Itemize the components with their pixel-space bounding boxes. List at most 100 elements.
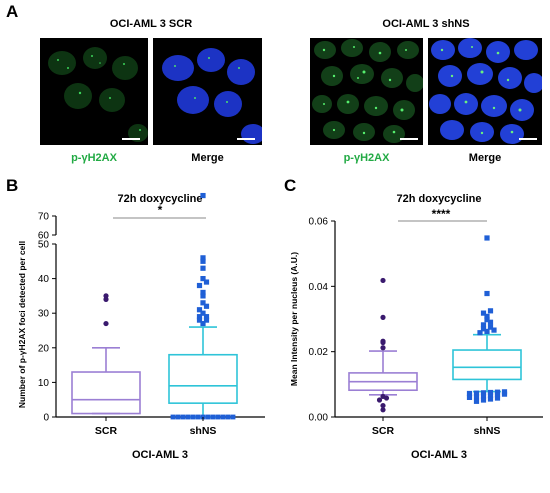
micrograph-group-title-scr: OCI-AML 3 SCR	[109, 18, 193, 30]
chart-c-shns-outlier	[487, 324, 494, 330]
chart-b-xtick-label: shNS	[190, 425, 217, 437]
chart-b-shns-outlier	[200, 276, 206, 282]
chart-b-scr-outlier	[103, 296, 109, 302]
chart-c-scr-outlier	[383, 395, 390, 401]
chart-b-shns-zero-point	[230, 414, 236, 420]
chart-c-scr-outlier	[380, 314, 386, 320]
chart-b-title: 72h doxycycline	[118, 193, 203, 205]
chart-c-shns-outlier	[480, 393, 487, 399]
chart-c-significance: ****	[432, 207, 451, 221]
chart-c-scr-outlier	[380, 402, 386, 409]
micrograph-shns-pyh2ax	[310, 38, 423, 145]
chart-b-shns-zero-point	[195, 414, 201, 420]
chart-c-shns-outlier	[480, 322, 487, 328]
chart-c-title: 72h doxycycline	[397, 193, 482, 205]
chart-b-shns-outlier	[203, 314, 210, 320]
chart-c-shns-outlier	[487, 319, 494, 325]
chart-b-shns-outlier	[200, 320, 206, 327]
chart-c-shns-outlier	[480, 310, 487, 316]
chart-b-shns-zero-point	[180, 414, 186, 420]
chart-c-scr-outlier	[376, 397, 383, 403]
chart-c-shns-outlier	[480, 397, 487, 403]
chart-b-shns-outlier	[203, 279, 210, 285]
chart-c-xtick-label: shNS	[474, 425, 501, 437]
chart-b-ytick-label: 30	[38, 309, 50, 320]
chart-c-shns-outlier	[487, 389, 494, 396]
micrograph-shns-merge-image	[429, 38, 542, 144]
chart-b-ylabel: Number of p-γH2AX foci detected per cell	[17, 241, 27, 408]
chart-b-shns-outlier	[196, 314, 203, 320]
chart-b-shns-zero-point	[210, 414, 216, 420]
chart-c-scr-outlier	[380, 345, 386, 351]
chart-b-shns-outlier	[200, 258, 206, 264]
chart-b-shns-zero-point	[170, 414, 176, 420]
chart-c-shns-outlier	[480, 326, 487, 332]
chart-c-shns-outlier	[484, 290, 490, 297]
chart-b-ytick-label: 40	[38, 274, 50, 285]
chart-b-shns-zero-point	[205, 414, 211, 420]
chart-b-ytick-label: 10	[38, 378, 50, 389]
micrograph-shns-merge	[428, 38, 542, 145]
chart-c-shns-outlier	[480, 390, 487, 396]
micrograph-label-shns-merge: Merge	[468, 152, 502, 164]
chart-c-shns-outlier	[484, 313, 490, 319]
chart-b-xlabel: OCI-AML 3	[132, 449, 188, 461]
chart-c-ytick-label: 0.02	[309, 347, 329, 358]
chart-b-shns-zero-point	[175, 414, 181, 420]
chart-b-shns-outlier	[200, 300, 206, 306]
micrograph-scr-pyh2ax	[40, 38, 148, 145]
chart-b-shns-outlier	[196, 307, 203, 313]
chart-c-shns-outlier	[466, 390, 473, 397]
micrograph-label-scr-merge: Merge	[191, 152, 224, 164]
chart-c-shns-outlier	[487, 392, 494, 399]
chart-c-shns-outlier	[473, 390, 480, 396]
chart-b-shns-outlier	[200, 293, 206, 299]
micrograph-label-scr-pyh2ax: p-γH2AX	[71, 152, 117, 164]
chart-c-ytick-label: 0.04	[309, 282, 329, 293]
chart-c-shns-outlier	[487, 308, 494, 314]
chart-b-shns-outlier	[200, 310, 206, 316]
chart-c-shns-outlier	[501, 391, 508, 397]
chart-b-shns-outlier	[203, 317, 210, 323]
chart-c-shns-outlier	[494, 392, 501, 398]
chart-c-shns-outlier	[466, 394, 473, 400]
chart-b-ytick-label-upper: 70	[38, 212, 50, 223]
chart-c-shns-outlier	[477, 330, 483, 336]
chart-b-ytick-label-upper: 60	[38, 231, 50, 242]
chart-c-xtick-label: SCR	[372, 425, 395, 437]
chart-b-shns-zero-point	[225, 414, 231, 420]
chart-b-shns-outlier	[200, 265, 206, 271]
chart-b-shns-box	[168, 353, 238, 404]
chart-c-shns-outlier	[494, 389, 501, 395]
chart-c: 72h doxycycline **** 0.00 0.02 0.04 0.06 Mean …	[289, 193, 543, 461]
panel-letter-a: A	[6, 2, 19, 21]
chart-b-ytick-label: 0	[43, 413, 49, 424]
chart-b-shns-outlier	[196, 317, 203, 323]
chart-b-shns-outlier	[196, 282, 203, 289]
chart-b-shns-outlier	[203, 303, 210, 309]
panel-letter-b: B	[6, 176, 19, 195]
chart-b-shns-zero-point	[190, 414, 196, 420]
chart-c-shns-outlier	[491, 327, 497, 333]
chart-c-shns-outlier	[487, 396, 494, 402]
chart-b-scr-box	[71, 371, 141, 415]
chart-c-shns-outlier	[484, 317, 490, 323]
chart-c-xlabel: OCI-AML 3	[411, 449, 467, 461]
chart-b-shns-zero-point	[185, 414, 191, 420]
chart-c-shns-outlier	[494, 395, 501, 401]
chart-c-scr-outlier	[380, 407, 386, 413]
chart-b-xtick-label: SCR	[95, 425, 118, 437]
micrograph-scr-merge	[153, 38, 262, 145]
chart-c-shns-outlier	[473, 398, 480, 404]
chart-c-scr-outlier	[380, 339, 386, 346]
chart-b-scr-outlier	[103, 320, 109, 327]
micrograph-scr-merge-image	[162, 48, 262, 144]
chart-c-ytick-label: 0.00	[309, 413, 329, 424]
chart-b-shns-outlier	[200, 192, 206, 199]
chart-c-ylabel: Mean Intensity per nucleus (A.U.)	[289, 252, 299, 386]
chart-c-shns-outlier	[484, 235, 490, 241]
chart-b-shns-zero-point	[220, 414, 226, 420]
chart-b-shns-outlier	[200, 255, 206, 261]
micrograph-shns-pyh2ax-image	[312, 39, 423, 143]
panel-letter-c: C	[284, 176, 297, 195]
